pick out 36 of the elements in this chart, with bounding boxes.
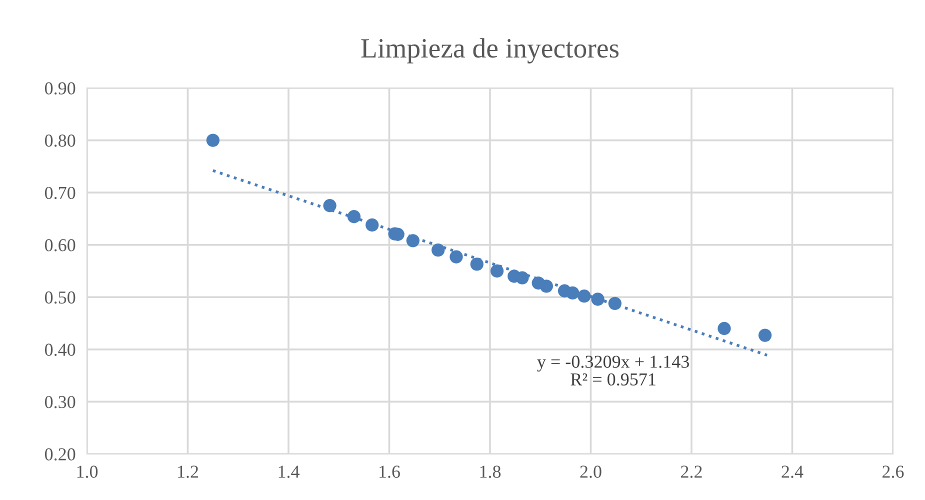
point	[206, 134, 220, 147]
chart-title: Limpieza de inyectores	[361, 38, 619, 64]
x-tick-label: 1.6	[380, 466, 400, 478]
point	[578, 290, 591, 303]
point	[516, 271, 529, 284]
x-tick-label: 1.8	[480, 466, 501, 478]
point	[540, 280, 554, 293]
y-tick-label: 0.80	[44, 134, 76, 147]
point	[470, 258, 484, 271]
point	[323, 199, 336, 212]
x-tick-label: 2.6	[882, 466, 904, 478]
y-tick-label: 0.90	[44, 82, 76, 95]
x-tick-label: 2.0	[580, 466, 602, 478]
y-tick-label: 0.20	[44, 448, 76, 461]
point	[490, 264, 504, 278]
point	[608, 296, 622, 310]
point	[347, 210, 361, 224]
point	[591, 292, 604, 306]
point	[718, 322, 731, 336]
point	[406, 234, 420, 248]
point	[758, 328, 772, 342]
point	[450, 250, 463, 264]
point	[432, 244, 445, 257]
annotation: y = -0.3209x + 1.143 R² = 0.9571	[537, 356, 689, 386]
y-tick-label: 0.70	[44, 186, 76, 200]
y-tick-label: 0.50	[44, 291, 76, 304]
y-tick-label: 0.60	[44, 239, 76, 252]
point	[566, 286, 580, 300]
y-tick-label: 0.40	[44, 344, 76, 356]
x-tick-label: 1.4	[278, 466, 300, 478]
x-tick-label: 2.4	[782, 466, 804, 478]
x-tick-label: 1.0	[77, 466, 98, 478]
y-tick-label: 0.30	[44, 396, 76, 408]
x-tick-label: 2.2	[681, 466, 702, 478]
point	[366, 218, 379, 232]
x-tick-label: 1.2	[178, 466, 198, 478]
